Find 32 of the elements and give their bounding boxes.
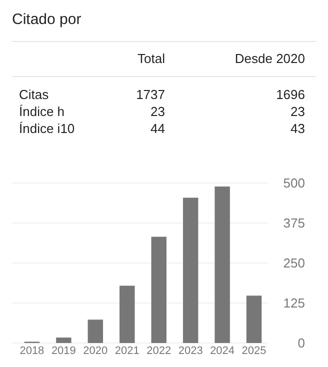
text: 23	[290, 104, 305, 119]
y-tick-label: 125	[283, 296, 305, 311]
x-tick-label: 2019	[51, 345, 76, 357]
category-label: Índice i10	[19, 121, 75, 136]
bar	[56, 338, 72, 343]
x-tick-label: 2021	[114, 345, 140, 357]
bar	[151, 236, 166, 343]
bar	[182, 198, 198, 343]
category-label: Total	[138, 51, 166, 66]
text: Citado por	[12, 11, 82, 28]
y-tick-label: 250	[283, 256, 305, 271]
category-label: Desde 2020	[234, 51, 305, 66]
bar	[246, 296, 262, 343]
bar	[88, 320, 104, 343]
category-label: Citas	[19, 87, 49, 102]
bar	[120, 286, 135, 343]
text: 23	[150, 104, 165, 119]
y-tick-label: 500	[283, 176, 305, 191]
x-tick-label: 2018	[20, 345, 44, 357]
text: 43	[290, 121, 305, 136]
bar	[214, 186, 230, 343]
category-label: Índice h	[19, 104, 65, 119]
x-tick-label: 2022	[146, 345, 172, 357]
x-tick-label: 2020	[83, 345, 108, 357]
text: 44	[150, 121, 165, 136]
text: 1737	[136, 87, 165, 102]
y-tick-label: 375	[283, 216, 305, 231]
x-tick-label: 2023	[178, 345, 203, 357]
x-tick-label: 2025	[242, 345, 266, 357]
y-tick-label: 0	[298, 336, 305, 351]
text: 1696	[276, 87, 305, 102]
x-tick-label: 2024	[210, 345, 235, 357]
